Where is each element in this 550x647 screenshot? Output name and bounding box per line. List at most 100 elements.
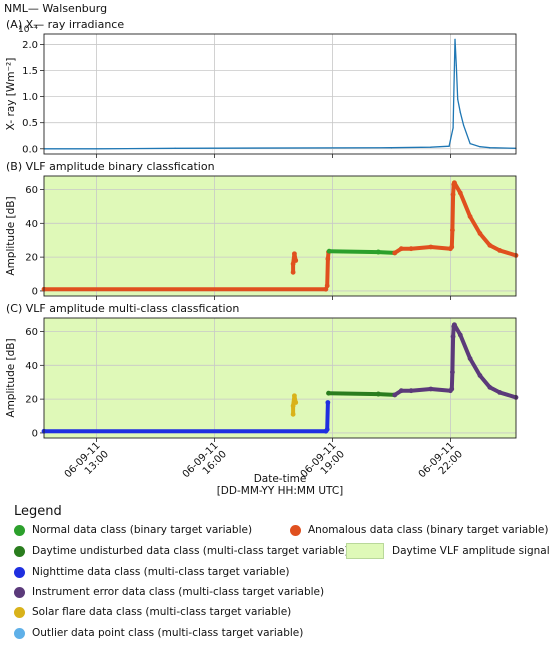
point-binary_anomalous [408, 246, 414, 252]
legend-marker-normal [14, 524, 25, 536]
panel-title: (A) X— ray irradiance [6, 18, 124, 31]
xray-point [455, 64, 457, 66]
legend-label-nighttime: Nighttime data class (multi-class target… [32, 566, 290, 578]
figure-canvas: NML— Walsenburg 0.0 0.5 1.0 1.5 2.0 10⁻⁴(A) X—… [4, 2, 519, 497]
xray-point [430, 146, 432, 148]
point-mc_flare [292, 393, 297, 399]
point-mc_night [324, 427, 330, 432]
xray-point [457, 98, 459, 100]
panel-C: 0 20 40 60 (C) VLF amplitude multi-class cla… [5, 302, 519, 497]
y-axis-label: Amplitude [dB] [5, 196, 17, 275]
xray-point [454, 38, 456, 40]
legend-label-daytime-signal: Daytime VLF amplitude signal [392, 545, 550, 557]
point-binary_normal [375, 249, 381, 255]
xray-point [174, 147, 176, 149]
y-tick-label: 40 [25, 361, 38, 372]
legend-marker-instrument [14, 586, 25, 598]
point-mc_instrument [450, 369, 455, 375]
legend-label-flare: Solar flare data class (multi-class targ… [32, 606, 292, 618]
legend-marker-anomalous [290, 524, 301, 536]
point-mc_daytime [375, 391, 381, 397]
y-multiplier: 10⁻⁴ [18, 25, 38, 35]
point-binary_anomalous [457, 190, 463, 196]
axes-frame [43, 175, 517, 297]
legend-item-outlier: Outlier data point class (multi-class ta… [14, 627, 303, 639]
x-axis-unit-label: [DD-MM-YY HH:MM UTC] [217, 485, 344, 497]
legend-item-instrument: Instrument error data class (multi-class… [14, 586, 324, 598]
point-binary_anomalous [450, 192, 456, 197]
point-binary_anomalous [477, 231, 483, 236]
point-mc_instrument [398, 388, 404, 394]
x-axis-label: Date-time [254, 473, 307, 485]
station-title: NML— Walsenburg [4, 2, 107, 15]
series-mc_flare [291, 393, 298, 417]
point-mc_instrument [487, 384, 493, 390]
legend-item-nighttime: Nighttime data class (multi-class target… [14, 566, 290, 578]
legend-marker-outlier [14, 627, 25, 639]
series-binary_normal [327, 249, 381, 255]
series-binary_normal [376, 250, 397, 255]
point-mc_instrument [450, 334, 456, 339]
point-binary_anomalous [392, 250, 398, 256]
y-tick-label: 0.5 [22, 118, 38, 129]
point-binary_normal [326, 248, 332, 254]
panel-B: 0 20 40 60 (B) VLF amplitude binary classfic… [5, 160, 519, 300]
xray-point [459, 111, 461, 113]
panel-title: (B) VLF amplitude binary classfication [6, 160, 215, 173]
point-mc_flare [293, 400, 299, 405]
point-binary_anomalous [451, 180, 457, 186]
point-mc_flare [290, 403, 296, 409]
point-binary_anomalous [292, 251, 297, 257]
point-binary_anomalous [449, 244, 455, 250]
series-binary_anomalous [291, 251, 298, 275]
point-binary_anomalous [325, 256, 331, 262]
legend-item-anomalous: Anomalous data class (binary target vari… [290, 524, 548, 536]
xray-point [448, 145, 450, 147]
legend-label-instrument: Instrument error data class (multi-class… [32, 586, 325, 598]
point-binary_anomalous [450, 227, 455, 233]
xray-point [462, 124, 465, 126]
point-mc_instrument [467, 356, 473, 361]
y-axis-label: Amplitude [dB] [5, 338, 17, 417]
daytime-background [44, 176, 516, 296]
legend-item-daytime-undisturbed: Daytime undisturbed data class (multi-cl… [14, 545, 349, 557]
point-mc_daytime [326, 390, 331, 396]
y-tick-label: 60 [25, 327, 38, 338]
point-mc_instrument [392, 392, 398, 398]
point-mc_instrument [451, 322, 457, 328]
point-binary_anomalous [398, 246, 404, 252]
point-mc_instrument [497, 389, 503, 395]
panel-A: 0.0 0.5 1.0 1.5 2.0 10⁻⁴(A) X— ray irradiance… [5, 18, 517, 158]
point-binary_anomalous [428, 244, 434, 250]
panel-title: (C) VLF amplitude multi-class classficat… [6, 302, 239, 315]
point-mc_instrument [408, 388, 414, 394]
point-binary_anomalous [467, 214, 473, 219]
y-tick-label: 20 [25, 253, 38, 264]
legend-marker-nighttime [14, 566, 25, 578]
xray-point [452, 127, 454, 129]
xray-point [469, 142, 471, 145]
legend-item-normal: Normal data class (binary target variabl… [14, 524, 252, 536]
point-mc_instrument [477, 373, 483, 378]
xray-series-line [44, 39, 517, 150]
point-mc_flare [290, 411, 296, 417]
point-mc_night [325, 400, 331, 405]
xray-point [95, 148, 98, 150]
point-binary_anomalous [487, 242, 493, 248]
y-tick-label: 20 [25, 395, 38, 406]
xray-point [390, 147, 393, 149]
point-binary_anomalous [290, 261, 296, 267]
y-tick-label: 60 [25, 185, 38, 196]
axes-frame [43, 317, 517, 439]
point-mc_instrument [457, 332, 463, 338]
y-tick-label: 0 [32, 428, 38, 439]
point-binary_anomalous [290, 269, 296, 275]
series-mc_night [325, 400, 330, 432]
point-mc_instrument [428, 386, 434, 392]
point-binary_anomalous [324, 283, 330, 289]
legend-marker-daytime-undisturbed [14, 545, 25, 557]
plot-background [44, 34, 516, 154]
